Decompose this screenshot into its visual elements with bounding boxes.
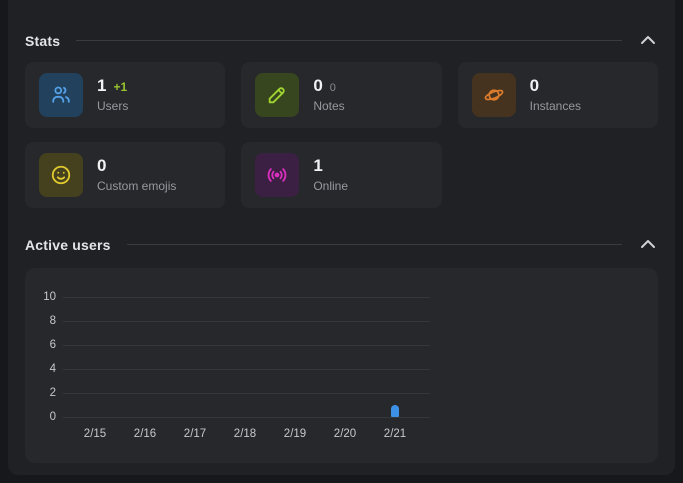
users-diff: +1 xyxy=(113,80,128,95)
x-axis-tick-label: 2/19 xyxy=(283,428,307,440)
gridline xyxy=(63,369,430,370)
y-axis-tick-label: 6 xyxy=(49,339,56,351)
gridline xyxy=(63,417,430,418)
x-axis-tick-label: 2/17 xyxy=(183,428,207,440)
x-axis-tick-label: 2/15 xyxy=(83,428,107,440)
y-axis-tick-label: 4 xyxy=(49,363,56,375)
chart-plot: 0 2 4 6 8 10 2/15 2/16 2/17 2/18 2/19 2/20 2/21 xyxy=(43,291,430,440)
notes-label: Notes xyxy=(313,98,345,113)
y-axis-tick-label: 10 xyxy=(43,291,56,303)
planet-icon xyxy=(471,73,516,117)
gridline xyxy=(63,345,430,346)
x-axis-tick-label: 2/16 xyxy=(133,428,157,440)
bar-2/21 xyxy=(391,405,399,417)
chevron-up-icon xyxy=(640,33,656,48)
y-axis-tick-label: 2 xyxy=(49,387,56,399)
notes-count: 0 xyxy=(313,76,323,96)
divider xyxy=(126,244,622,245)
stat-card-online: 1 Online xyxy=(241,142,442,208)
users-count: 1 xyxy=(97,76,107,96)
pencil-icon xyxy=(255,73,300,117)
divider xyxy=(76,40,622,41)
instances-count: 0 xyxy=(529,76,540,96)
y-axis-tick-label: 0 xyxy=(49,411,56,423)
stats-collapse-button[interactable] xyxy=(638,31,658,50)
x-axis-tick-label: 2/21 xyxy=(383,428,407,440)
stat-card-instances: 0 Instances xyxy=(457,62,658,128)
gridline xyxy=(63,321,430,322)
custom-emojis-count: 0 xyxy=(97,156,107,176)
stats-section-title: Stats xyxy=(25,32,61,49)
x-axis-tick-label: 2/20 xyxy=(333,428,357,440)
chevron-up-icon xyxy=(640,237,656,252)
gridline xyxy=(63,393,430,394)
active-users-section-title: Active users xyxy=(25,236,111,253)
active-users-collapse-button[interactable] xyxy=(638,235,658,254)
online-count: 1 xyxy=(313,156,323,176)
active-users-chart-card: 0 2 4 6 8 10 2/15 2/16 2/17 2/18 2/19 2/20 2/21 xyxy=(25,268,658,463)
smiley-icon xyxy=(39,153,83,197)
y-axis-tick-label: 8 xyxy=(49,315,56,327)
stats-section-header: Stats xyxy=(25,31,658,50)
custom-emojis-label: Custom emojis xyxy=(97,178,177,193)
stat-card-notes: 0 0 Notes xyxy=(241,62,442,128)
notes-diff: 0 xyxy=(329,82,336,95)
stat-card-custom-emojis: 0 Custom emojis xyxy=(25,142,226,208)
stats-cards-grid: 1 +1 Users 0 0 xyxy=(25,62,658,208)
users-icon xyxy=(39,73,83,117)
x-axis-tick-label: 2/18 xyxy=(233,428,257,440)
instances-label: Instances xyxy=(529,98,582,113)
users-label: Users xyxy=(97,98,129,113)
broadcast-icon xyxy=(255,153,300,197)
active-users-section-header: Active users xyxy=(25,235,658,254)
stat-card-users: 1 +1 Users xyxy=(25,62,226,128)
gridline xyxy=(63,297,430,298)
online-label: Online xyxy=(313,178,349,193)
dashboard-panel: Stats xyxy=(8,0,675,475)
